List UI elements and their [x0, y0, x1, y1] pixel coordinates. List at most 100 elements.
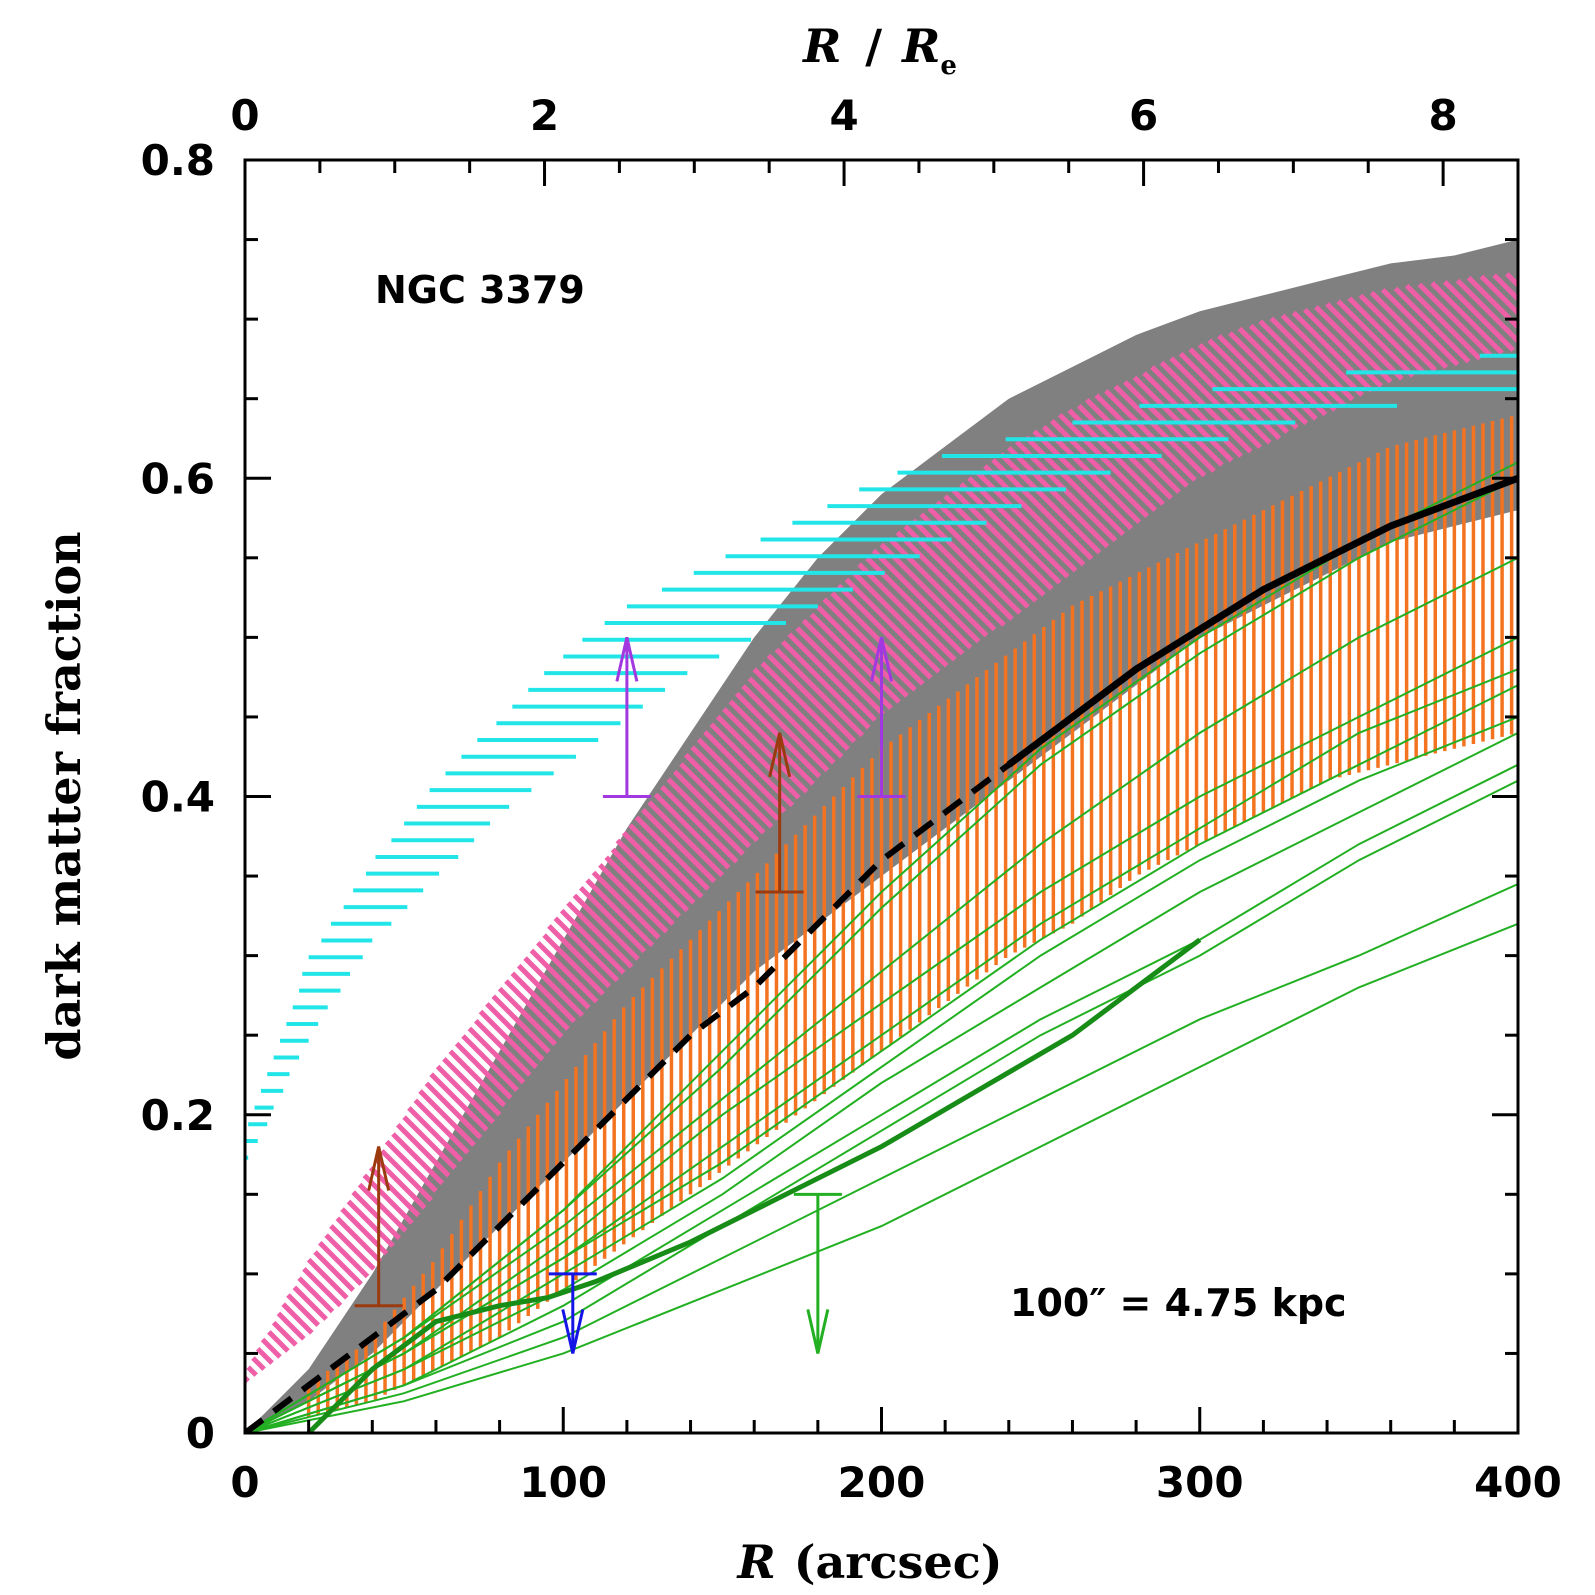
pink-hatch-line	[591, 870, 661, 940]
pink-hatch-line	[391, 1132, 445, 1186]
pink-hatch-line	[1479, 274, 1518, 315]
x-tick-label: 300	[1156, 1458, 1244, 1507]
pink-hatch-line	[672, 769, 752, 849]
pink-hatch-line	[529, 948, 591, 1010]
scale-annotation: 100″ = 4.75 kpc	[1010, 1281, 1347, 1325]
pink-hatch-line	[1336, 299, 1415, 378]
pink-hatch-line	[844, 577, 941, 674]
pink-hatch-line	[559, 908, 626, 975]
pink-hatch-line	[351, 1190, 402, 1241]
pink-hatch-line	[461, 1034, 519, 1092]
pink-hatch-line	[766, 653, 857, 744]
pink-hatch-line	[572, 893, 640, 961]
pink-hatch-line	[1049, 418, 1150, 519]
pink-hatch-line	[679, 762, 760, 843]
pink-hatch-line	[1207, 338, 1299, 430]
pink-hatch-line	[809, 612, 901, 704]
pink-hatch-line	[1178, 351, 1272, 445]
pink-hatch-line	[1430, 281, 1504, 355]
pink-hatch-line	[497, 986, 558, 1047]
pink-hatch-line	[435, 1064, 496, 1125]
pink-hatch-line	[260, 1337, 282, 1359]
pink-hatch-line	[395, 1122, 451, 1178]
green-model-curve-6	[245, 684, 1518, 1433]
pink-hatch-line	[454, 1041, 513, 1100]
limit-arrowhead	[561, 1309, 585, 1354]
pink-hatch-line	[1150, 365, 1243, 458]
green-model-curve-8	[245, 732, 1518, 1433]
pink-hatch-line	[1237, 326, 1328, 417]
orange-band	[306, 416, 1514, 1418]
pink-hatch-line	[959, 482, 1062, 585]
y-tick-label: 0.4	[141, 773, 215, 822]
pink-hatch-line	[516, 963, 577, 1024]
pink-hatch-line	[967, 476, 1070, 579]
blue-upper-limit-5	[548, 1272, 597, 1354]
dark-green-curve	[306, 937, 1202, 1433]
pink-hatch-line	[297, 1276, 335, 1314]
x-tick-label: 100	[519, 1458, 607, 1507]
pink-hatch-line	[836, 583, 933, 680]
pink-hatch-line	[991, 458, 1094, 561]
pink-hatch-line	[666, 777, 745, 856]
pink-hatch-line	[402, 1115, 457, 1170]
pink-hatch-line	[1393, 286, 1471, 364]
pink-hatch-line	[1358, 293, 1438, 373]
top-tick-label: 2	[530, 91, 559, 140]
pink-hatch-line	[728, 699, 815, 786]
pink-hatch-line	[871, 548, 973, 650]
pink-hatch-line	[830, 591, 925, 686]
pink-hatch-line	[615, 838, 690, 913]
pink-hatch-line	[578, 885, 647, 954]
pink-hatch-line	[598, 863, 669, 934]
pink-hatch-line	[504, 979, 564, 1039]
pink-hatch-line	[413, 1098, 470, 1155]
pink-hatch-line	[1314, 305, 1393, 384]
pink-hatch-line	[1380, 287, 1460, 367]
pink-hatch-line	[251, 1356, 266, 1371]
y-tick-label: 0.8	[141, 136, 215, 185]
pink-hatch-line	[1258, 319, 1347, 408]
brown-lower-limit-1	[354, 1146, 403, 1308]
pink-hatch-line	[774, 647, 865, 738]
pink-hatch-line	[448, 1049, 507, 1108]
pink-hatch-line	[536, 941, 599, 1004]
pink-hatch-line	[442, 1057, 502, 1117]
pink-hatch-line	[911, 518, 1014, 621]
pink-hatch-line	[879, 542, 981, 644]
pink-hatch-line	[384, 1139, 438, 1193]
y-axis-title: dark matter fraction	[37, 531, 91, 1060]
limit-arrowhead	[367, 1146, 391, 1191]
pink-hatch-line	[302, 1267, 343, 1308]
green-upper-limit-6	[793, 1192, 842, 1354]
pink-hatch-line	[267, 1330, 290, 1353]
pink-hatch-line	[246, 1365, 258, 1377]
pink-hatch-line	[523, 956, 585, 1018]
pink-hatch-line	[1325, 302, 1404, 381]
pink-hatch-line	[1492, 273, 1518, 301]
y-tick-label: 0.2	[141, 1091, 215, 1140]
pink-hatch-line	[380, 1149, 433, 1202]
top-axis-denominator: R	[900, 19, 940, 73]
pink-hatch-line	[1032, 429, 1134, 531]
pink-hatch-line	[747, 676, 836, 765]
pink-hatch-line	[1291, 310, 1374, 393]
y-tick-label: 0.6	[141, 454, 215, 503]
pink-hatch-line	[1443, 280, 1515, 352]
pink-hatch-line	[467, 1026, 526, 1085]
pink-hatch-line	[510, 971, 570, 1031]
brown-lower-limit-3	[755, 732, 804, 894]
pink-hatch-line	[485, 1002, 545, 1062]
limit-arrowhead	[870, 637, 893, 682]
pink-hatch-line	[795, 626, 885, 716]
pink-hatch-line	[491, 994, 551, 1054]
pink-hatch-line	[851, 570, 949, 668]
green-model-curve-12	[245, 922, 1518, 1433]
pink-hatch-line	[1455, 278, 1518, 343]
pink-hatch-line	[983, 464, 1086, 567]
pink-hatch-line	[424, 1081, 483, 1140]
green-model-curve-7	[245, 715, 1518, 1433]
top-tick-label: 4	[829, 91, 858, 140]
pink-hatch-line	[335, 1216, 383, 1264]
pink-hatch-line	[787, 632, 877, 722]
